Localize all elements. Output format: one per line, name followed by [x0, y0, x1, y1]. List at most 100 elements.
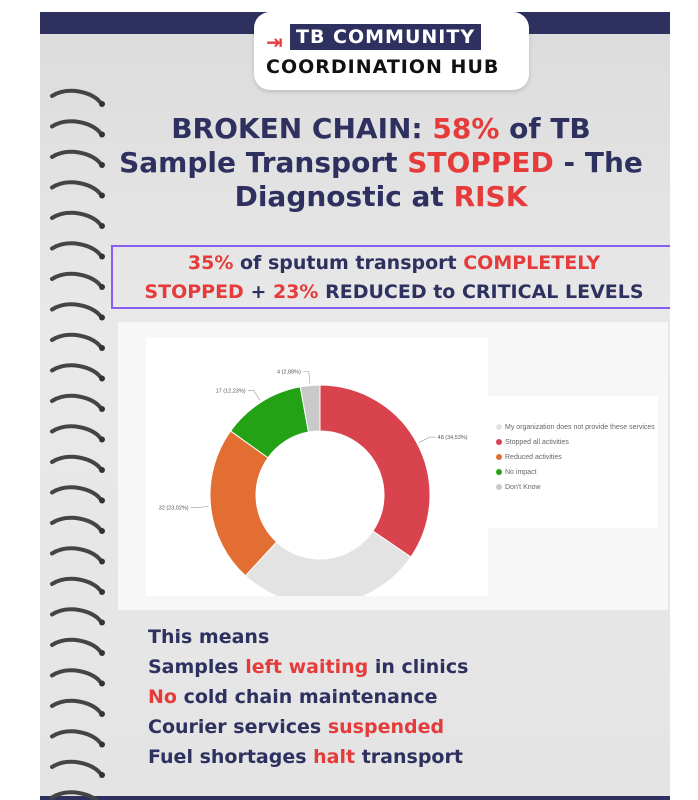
list-item: No cold chain maintenance: [148, 682, 668, 712]
headline-highlight: STOPPED: [407, 146, 554, 179]
headline-highlight: 58%: [432, 112, 500, 145]
list-item-highlight: No: [148, 686, 177, 708]
stat-callout: 35% of sputum transport COMPLETELY STOPP…: [111, 245, 670, 309]
callout-text: +: [243, 281, 273, 303]
binding-hole: [99, 650, 105, 656]
binding-hole: [99, 406, 105, 412]
spiral-ring: [50, 241, 102, 257]
chart-card: 48 (34,53%)38 (27,34%)32 (23,02%)17 (12,…: [118, 322, 668, 610]
spiral-ring: [50, 149, 102, 165]
legend-label: My organization does not provide these s…: [505, 424, 655, 431]
badge-title: TB COMMUNITY: [290, 24, 482, 50]
binding-hole: [99, 314, 105, 321]
page-title: BROKEN CHAIN: 58% of TB Sample Transport…: [92, 112, 670, 214]
spiral-ring: [50, 393, 102, 409]
callout-highlight: 35%: [187, 252, 234, 274]
binding-hole: [99, 589, 105, 595]
list-item: Samples left waiting in clinics: [148, 652, 668, 682]
spiral-ring: [50, 302, 102, 318]
legend-label: Reduced activities: [505, 454, 562, 461]
legend-item: Reduced activities: [496, 454, 562, 461]
legend-swatch: [496, 469, 502, 475]
data-label: 32 (23,02%): [159, 506, 189, 512]
leader-line: [418, 436, 436, 443]
binding-hole: [99, 528, 105, 534]
spiral-ring: [50, 515, 102, 531]
spiral-ring: [50, 180, 102, 196]
binding-hole: [99, 741, 105, 748]
binding-hole: [99, 101, 105, 107]
list-item-text: cold chain maintenance: [176, 686, 438, 708]
legend-item: Stopped all activities: [496, 439, 569, 446]
spiral-ring: [50, 546, 102, 562]
legend-label: Stopped all activities: [505, 439, 569, 446]
list-item: Fuel shortages halt transport: [148, 742, 668, 772]
binding-hole: [99, 680, 105, 687]
binding-hole: [99, 467, 105, 473]
data-label: 17 (12,23%): [216, 388, 246, 394]
callout-text: REDUCED to CRITICAL LEVELS: [318, 281, 644, 303]
binding-hole: [99, 497, 105, 504]
binding-hole: [99, 436, 105, 443]
binding-hole: [99, 345, 105, 351]
binding-hole: [99, 375, 105, 382]
headline-part: Sample Transport: [119, 146, 408, 179]
data-label: 48 (34,53%): [438, 435, 468, 441]
callout-text: of sputum transport: [233, 252, 464, 274]
spiral-ring: [50, 454, 102, 470]
spiral-ring: [50, 790, 100, 800]
list-item-text: Fuel shortages: [148, 746, 314, 768]
leader-line: [302, 371, 311, 384]
binding-hole: [99, 558, 105, 565]
donut-slice: [244, 530, 412, 596]
binding-hole: [99, 192, 105, 199]
spiral-ring: [50, 210, 102, 226]
binding-hole: [99, 223, 105, 229]
list-item-text: This means: [148, 626, 270, 648]
legend-item: My organization does not provide these s…: [496, 424, 655, 431]
list-item-highlight: halt: [313, 746, 356, 768]
donut-slice: [319, 384, 431, 558]
spiral-ring: [50, 607, 102, 623]
binding-hole: [99, 619, 105, 626]
donut-chart: 48 (34,53%)38 (27,34%)32 (23,02%)17 (12,…: [146, 338, 488, 596]
data-label: 4 (2,88%): [277, 370, 301, 376]
list-item-highlight: suspended: [327, 716, 445, 738]
badge-subtitle: COORDINATION HUB: [266, 56, 500, 78]
binding-hole: [99, 284, 105, 290]
legend-swatch: [496, 484, 502, 490]
spiral-ring: [50, 485, 102, 501]
list-item: Courier services suspended: [148, 712, 668, 742]
list-item-highlight: left waiting: [245, 656, 369, 678]
spiral-ring: [50, 332, 102, 348]
list-item-text: Courier services: [148, 716, 328, 738]
legend-item: No impact: [496, 469, 537, 476]
headline-part: BROKEN CHAIN:: [171, 112, 433, 145]
spiral-ring: [50, 576, 102, 592]
spiral-ring: [50, 119, 102, 135]
spiral-ring: [50, 271, 102, 287]
spiral-ring: [50, 88, 102, 104]
legend-swatch: [496, 454, 502, 460]
arrow-icon: ⇥: [266, 30, 283, 54]
headline-part: - The: [553, 146, 643, 179]
legend-swatch: [496, 424, 502, 430]
leader-line: [247, 389, 261, 401]
binding-hole: [99, 162, 105, 168]
legend-item: Don't Know: [496, 484, 541, 491]
legend-label: Don't Know: [505, 484, 541, 491]
leader-line: [190, 506, 209, 508]
poster: ⇥ TB COMMUNITY COORDINATION HUB BROKEN C…: [40, 12, 670, 800]
callout-highlight: STOPPED: [144, 281, 244, 303]
binding-hole: [99, 711, 105, 717]
spiral-ring: [50, 363, 102, 379]
spiral-binding: [50, 88, 105, 800]
impact-list: This means Samples left waiting in clini…: [148, 622, 668, 772]
spiral-ring: [50, 424, 102, 440]
headline-part: of TB: [499, 112, 591, 145]
chart-legend: My organization does not provide these s…: [488, 396, 658, 528]
binding-hole: [99, 253, 105, 260]
headline-highlight: RISK: [453, 180, 528, 213]
legend-label: No impact: [505, 469, 537, 476]
donut-slice: [299, 384, 321, 433]
